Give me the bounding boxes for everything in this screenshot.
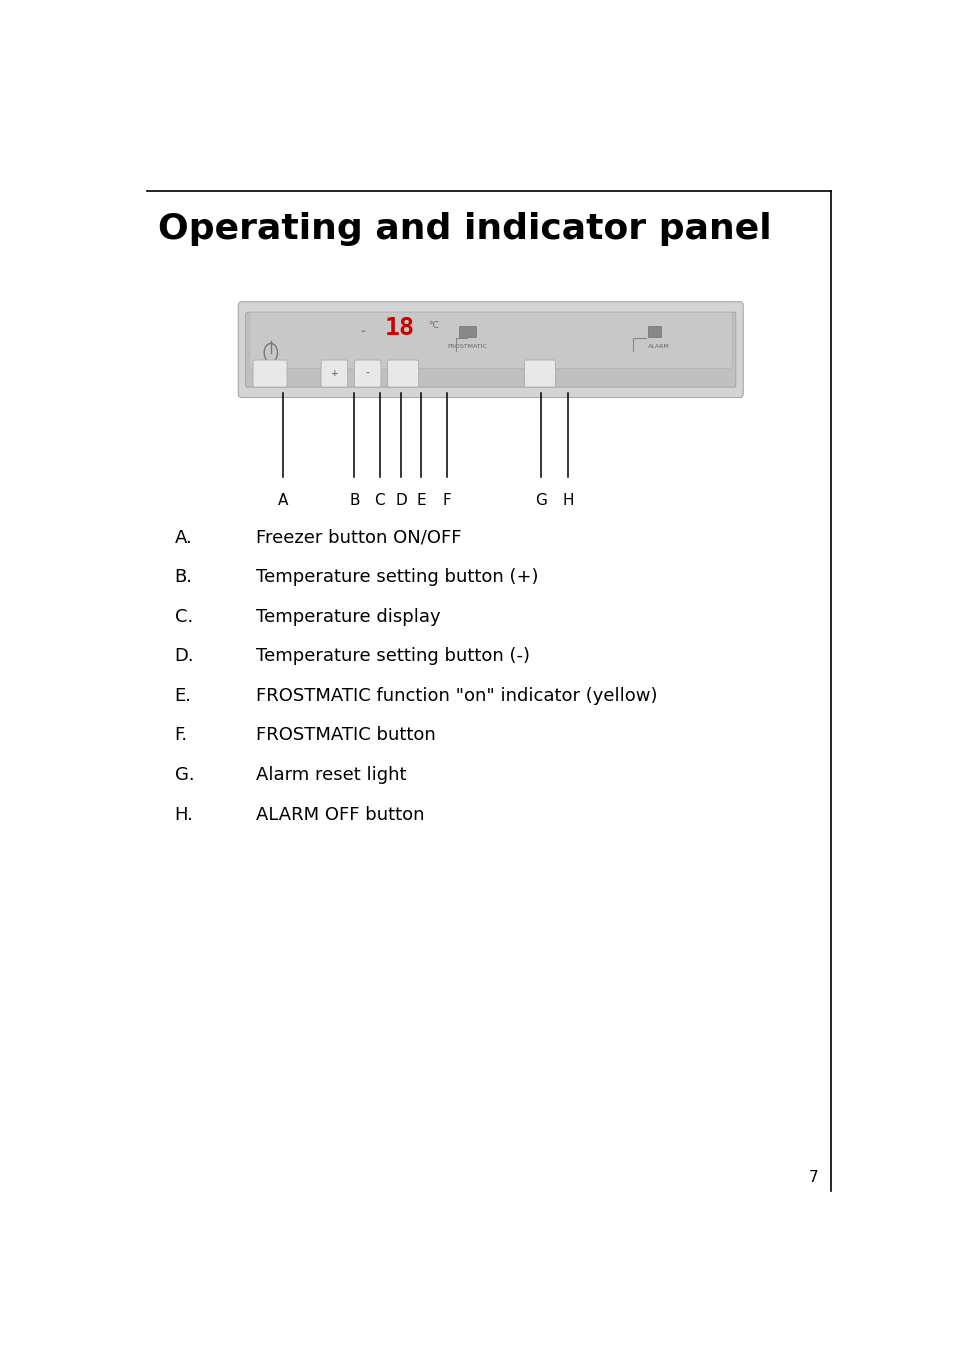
Text: Temperature setting button (-): Temperature setting button (-): [255, 648, 530, 665]
Text: E.: E.: [174, 687, 192, 704]
Text: FROSTMATIC: FROSTMATIC: [447, 343, 487, 349]
Text: G: G: [535, 493, 546, 508]
Text: °C: °C: [428, 320, 438, 330]
Text: B: B: [349, 493, 359, 508]
Text: C: C: [374, 493, 384, 508]
Text: B.: B.: [174, 568, 193, 587]
Text: Freezer button ON/OFF: Freezer button ON/OFF: [255, 529, 461, 546]
Text: A: A: [278, 493, 288, 508]
Bar: [459, 326, 476, 337]
Text: Operating and indicator panel: Operating and indicator panel: [157, 212, 771, 246]
Text: Temperature setting button (+): Temperature setting button (+): [255, 568, 537, 587]
Text: D.: D.: [174, 648, 194, 665]
Text: -: -: [360, 324, 365, 338]
FancyBboxPatch shape: [238, 301, 742, 397]
Text: F.: F.: [174, 726, 188, 745]
Text: -: -: [365, 369, 369, 379]
Bar: [647, 326, 660, 337]
Text: H: H: [561, 493, 573, 508]
Text: Temperature display: Temperature display: [255, 608, 440, 626]
FancyBboxPatch shape: [253, 360, 287, 387]
Text: ALARM OFF button: ALARM OFF button: [255, 806, 424, 823]
Text: ALARM: ALARM: [647, 343, 669, 349]
FancyBboxPatch shape: [321, 360, 347, 387]
Text: H.: H.: [174, 806, 193, 823]
Text: 18: 18: [385, 316, 415, 341]
FancyBboxPatch shape: [246, 312, 735, 387]
Text: Alarm reset light: Alarm reset light: [255, 767, 406, 784]
Text: 7: 7: [807, 1169, 817, 1184]
Text: F: F: [442, 493, 451, 508]
FancyBboxPatch shape: [354, 360, 380, 387]
Text: +: +: [331, 369, 338, 379]
Text: FROSTMATIC function "on" indicator (yellow): FROSTMATIC function "on" indicator (yell…: [255, 687, 657, 704]
Text: C.: C.: [174, 608, 193, 626]
Text: E: E: [416, 493, 425, 508]
Text: G.: G.: [174, 767, 194, 784]
FancyBboxPatch shape: [387, 360, 418, 387]
FancyBboxPatch shape: [249, 312, 731, 368]
Text: FROSTMATIC button: FROSTMATIC button: [255, 726, 436, 745]
Text: A.: A.: [174, 529, 193, 546]
Text: D: D: [395, 493, 406, 508]
FancyBboxPatch shape: [524, 360, 555, 387]
